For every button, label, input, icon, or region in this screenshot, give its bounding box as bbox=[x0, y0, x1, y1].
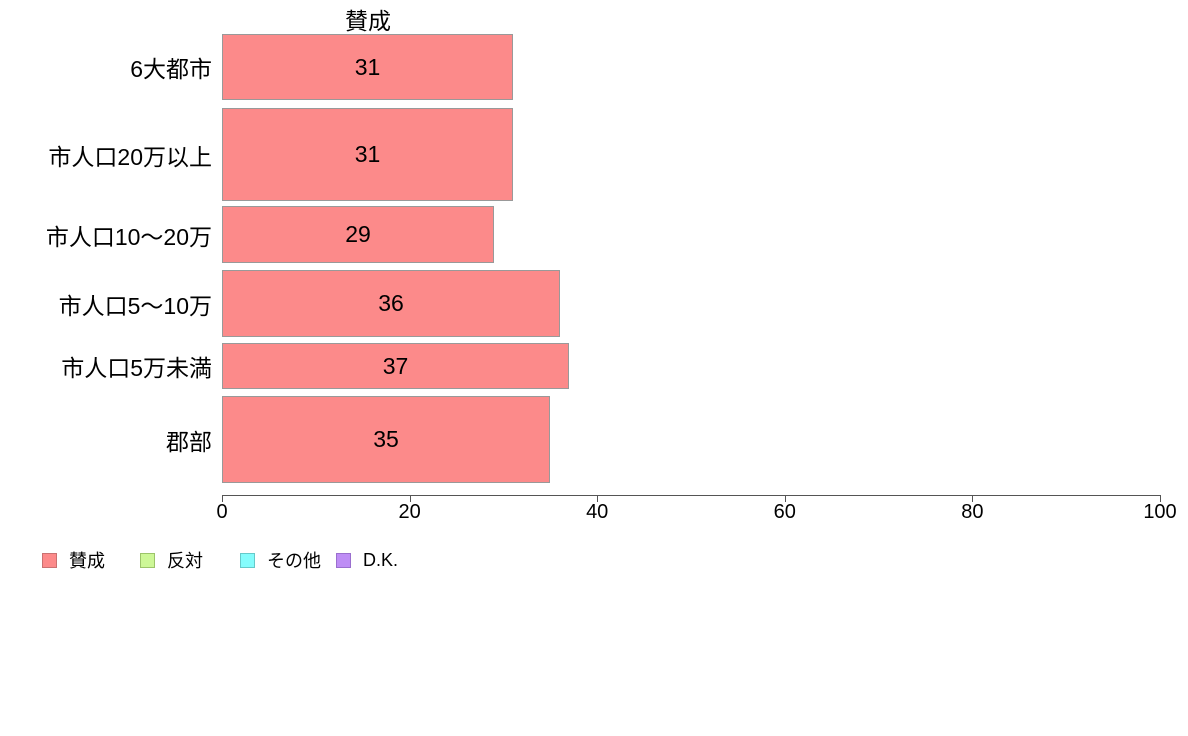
bar-value-label: 29 bbox=[345, 221, 371, 247]
x-axis-tick-label: 40 bbox=[586, 501, 609, 523]
bar-value-label: 37 bbox=[382, 352, 409, 379]
legend-swatch-icon bbox=[336, 552, 351, 568]
bar: 36 bbox=[222, 270, 560, 337]
x-axis-tick-label: 60 bbox=[773, 501, 796, 523]
category-label: 市人口20万以上 bbox=[48, 143, 212, 170]
legend: 賛成 反対 その他 D.K. bbox=[0, 548, 1188, 572]
legend-item: D.K. bbox=[336, 548, 398, 572]
x-axis-tick-label: 100 bbox=[1143, 501, 1177, 523]
bar-value-label: 31 bbox=[354, 141, 381, 167]
x-axis-tick-label: 0 bbox=[216, 501, 228, 523]
bar-value-label: 31 bbox=[354, 53, 381, 80]
category-label: 郡部 bbox=[166, 428, 212, 455]
legend-label: 賛成 bbox=[69, 551, 105, 571]
x-axis-tick-label: 20 bbox=[398, 501, 421, 523]
x-axis-tick bbox=[972, 495, 974, 502]
bar: 37 bbox=[222, 343, 569, 389]
bar: 35 bbox=[222, 396, 550, 483]
chart-title: 賛成 bbox=[345, 8, 391, 34]
x-axis-tick bbox=[222, 495, 223, 502]
legend-item: 反対 bbox=[140, 548, 203, 572]
category-label: 市人口10〜20万 bbox=[45, 223, 212, 250]
x-axis-tick-label: 80 bbox=[961, 501, 984, 523]
legend-swatch-icon bbox=[42, 552, 57, 568]
x-axis-tick bbox=[1160, 495, 1161, 502]
bar: 31 bbox=[222, 108, 513, 201]
category-label: 市人口5〜10万 bbox=[58, 292, 212, 319]
x-axis-line bbox=[222, 495, 1160, 496]
category-label: 市人口5万未満 bbox=[61, 355, 212, 381]
x-axis-tick bbox=[784, 495, 786, 502]
legend-label: その他 bbox=[267, 551, 321, 571]
legend-item: その他 bbox=[240, 548, 321, 572]
legend-label: D.K. bbox=[363, 549, 399, 570]
legend-swatch-icon bbox=[240, 552, 255, 568]
legend-item: 賛成 bbox=[42, 548, 105, 572]
category-label: 6大都市 bbox=[130, 56, 212, 82]
x-axis-tick bbox=[597, 495, 599, 502]
bar-value-label: 36 bbox=[378, 290, 404, 316]
legend-swatch-icon bbox=[140, 552, 155, 568]
bar: 31 bbox=[222, 34, 513, 100]
bar-value-label: 35 bbox=[373, 426, 399, 452]
legend-label: 反対 bbox=[167, 551, 203, 571]
x-axis-tick bbox=[409, 495, 411, 502]
bar: 29 bbox=[222, 206, 494, 263]
